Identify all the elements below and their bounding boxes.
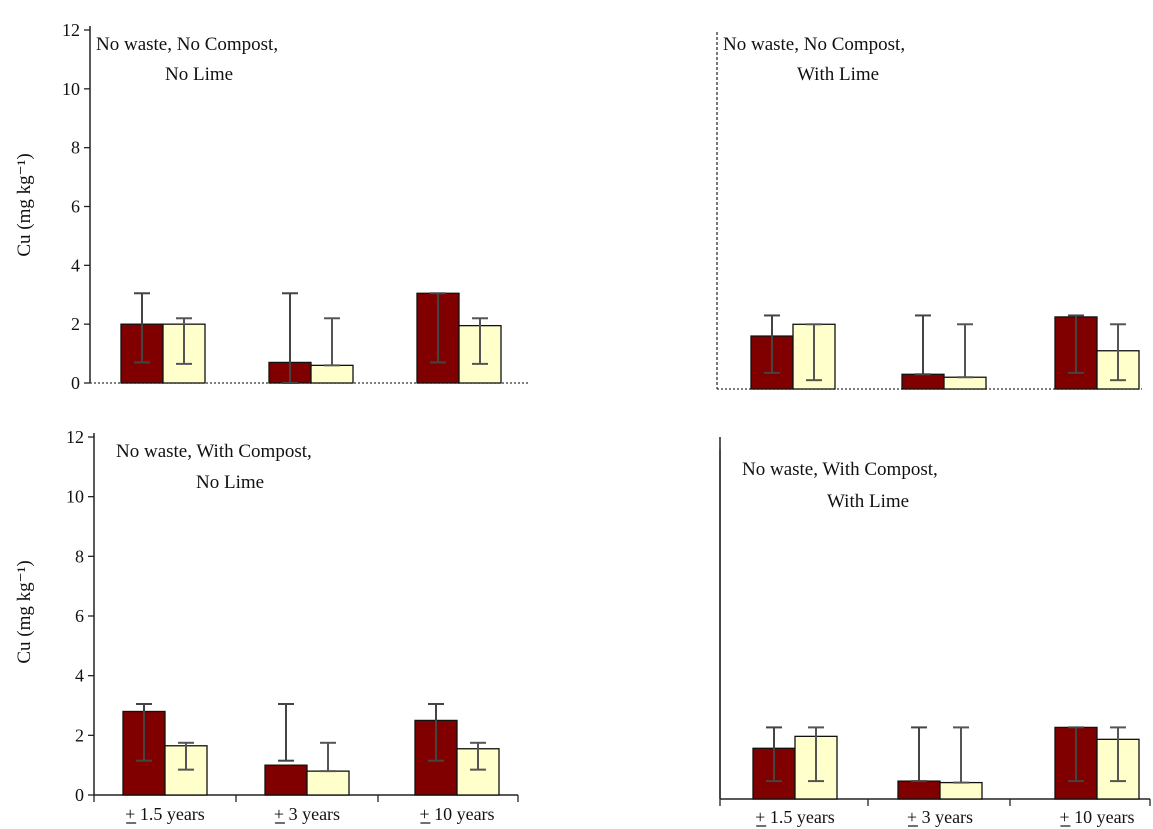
- panels: 0 2 4 6 8 10 12 Cu (mg kg⁻¹) No waste, No Compos…: [14, 20, 1151, 827]
- y-tick-label: 6: [75, 606, 84, 626]
- bar: [264, 764, 308, 796]
- y-axis-label: Cu (mg kg⁻¹): [14, 560, 35, 663]
- bar: [943, 376, 987, 390]
- panel-2: No waste, No Compost, With Lime: [716, 32, 1142, 390]
- y-tick-label: 4: [75, 666, 84, 686]
- x-category-label: + 3 years: [274, 804, 340, 824]
- y-tick-label: 4: [71, 255, 80, 275]
- panel-title-line: No Lime: [196, 472, 264, 493]
- panel-title-line: No waste, With Compost,: [116, 441, 312, 462]
- panel-4: No waste, With Compost, With Lime + 1.5 ye…: [719, 437, 1151, 827]
- bar: [939, 781, 983, 800]
- bar: [310, 364, 354, 384]
- y-tick-label: 10: [62, 79, 80, 99]
- y-tick-label: 10: [66, 487, 84, 507]
- panel-title-line: With Lime: [827, 491, 909, 512]
- y-axis-label: Cu (mg kg⁻¹): [14, 153, 35, 256]
- y-tick-label: 6: [71, 197, 80, 217]
- y-tick-label: 0: [71, 373, 80, 393]
- bar: [897, 780, 941, 800]
- panel-1: 0 2 4 6 8 10 12 Cu (mg kg⁻¹) No waste, No Compos…: [14, 20, 530, 393]
- y-tick-label: 8: [75, 546, 84, 566]
- x-category-label: + 3 years: [907, 807, 973, 827]
- x-category-label: + 10 years: [419, 804, 494, 824]
- bar: [306, 770, 350, 796]
- x-category-label: + 10 years: [1059, 807, 1134, 827]
- x-category-label: + 1.5 years: [125, 804, 205, 824]
- panel-title-line: With Lime: [797, 64, 879, 85]
- panel-title-line: No waste, With Compost,: [742, 459, 938, 480]
- x-category-label: + 1.5 years: [755, 807, 835, 827]
- y-tick-label: 12: [66, 427, 84, 447]
- panel-title-line: No Lime: [165, 64, 233, 85]
- panel-3: 0 2 4 6 8 10 12 Cu (mg kg⁻¹) No waste, With Comp…: [14, 427, 519, 824]
- bar: [901, 373, 945, 390]
- panel-title-line: No waste, No Compost,: [723, 34, 905, 55]
- y-tick-label: 8: [71, 138, 80, 158]
- y-tick-label: 12: [62, 20, 80, 40]
- y-tick-label: 2: [75, 725, 84, 745]
- y-tick-label: 2: [71, 314, 80, 334]
- panel-title-line: No waste, No Compost,: [96, 34, 278, 55]
- y-tick-label: 0: [75, 785, 84, 805]
